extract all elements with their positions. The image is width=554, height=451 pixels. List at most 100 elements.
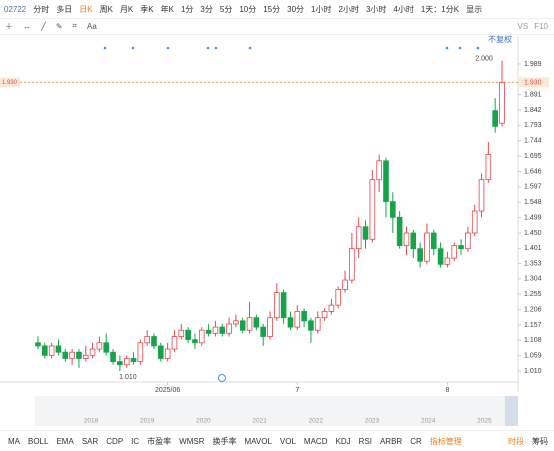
period-tab[interactable]: 30分 (287, 4, 305, 14)
period-tab[interactable]: 季K (140, 4, 154, 14)
period-tab[interactable]: 1小时 (311, 4, 332, 14)
event-markers (103, 46, 480, 50)
indicator-tab[interactable]: BOLL (28, 436, 49, 446)
candle-body (424, 232, 430, 262)
candle-body (226, 323, 232, 334)
period-tab[interactable]: 15分 (263, 4, 281, 14)
indicator-tab[interactable]: EMA (56, 436, 74, 446)
period-tab[interactable]: 显示 (466, 4, 483, 14)
x-tick-label: 7 (295, 387, 299, 394)
candle-body (287, 317, 294, 328)
y-tick-label: 1.646 (524, 168, 542, 175)
candle-body (437, 248, 444, 265)
indicator-tab[interactable]: VOL (279, 436, 296, 446)
period-tab[interactable]: 周K (99, 4, 113, 14)
period-tab[interactable]: 2小时 (338, 4, 359, 14)
candle-body (328, 304, 335, 312)
f10-button[interactable]: F10 (534, 21, 548, 31)
indicator-tab[interactable]: MAVOL (244, 436, 272, 446)
candle-body (417, 248, 423, 262)
candle-body (335, 289, 342, 306)
period-tab[interactable]: 1分 (180, 4, 194, 14)
y-tick-label: 1.157 (524, 322, 542, 329)
indicator-tool[interactable]: 时段 (508, 436, 524, 446)
candle-body (110, 351, 116, 363)
indicator-tab[interactable]: CDP (106, 436, 124, 446)
candle-body (253, 317, 260, 328)
high-annotation: 2.000 (475, 55, 493, 62)
candle-body (478, 179, 485, 212)
x-tick-label: 8 (445, 387, 449, 394)
y-tick-label: 1.597 (524, 184, 542, 191)
candle-body (301, 311, 307, 322)
candle-body (239, 320, 246, 331)
y-tick-label: 1.891 (524, 92, 542, 99)
candle-body (294, 311, 301, 328)
measure-icon[interactable]: ⌗ (72, 21, 78, 30)
last-price-box (0, 77, 20, 88)
period-tab[interactable]: 月K (119, 4, 134, 14)
period-tab[interactable]: 年K (160, 4, 174, 14)
candle-body (76, 351, 82, 359)
candle-body (48, 345, 55, 356)
indicator-tab[interactable]: SAR (81, 436, 99, 446)
indicator-tab[interactable]: KDJ (335, 436, 351, 446)
y-tick-label: 1.793 (524, 122, 542, 129)
vs-button[interactable]: VS (517, 21, 529, 31)
indicator-tab[interactable]: WMSR (179, 436, 205, 446)
info-icon[interactable] (218, 374, 226, 382)
y-tick-label: 1.695 (524, 153, 542, 160)
candle-body (198, 329, 205, 344)
period-tab[interactable]: 分时 (33, 4, 50, 14)
period-tab[interactable]: 10分 (239, 4, 257, 14)
candle-body (458, 245, 464, 250)
y-tick-label: 1.450 (524, 230, 542, 237)
indicator-tab[interactable]: 换手率 (212, 436, 237, 446)
candle-body (465, 232, 471, 250)
indicator-tab[interactable]: RSI (358, 436, 372, 446)
indicator-tool[interactable]: 指标管理 (429, 436, 462, 446)
y-tick-label: 1.353 (524, 260, 542, 267)
candle-body (342, 279, 348, 290)
last-price-label: 1.930 (2, 80, 18, 86)
navigator-window[interactable] (505, 396, 518, 426)
font-button[interactable]: Aa (87, 21, 97, 31)
navigator[interactable] (35, 396, 518, 426)
candle-body (349, 248, 355, 281)
indicator-tab[interactable]: CR (410, 436, 422, 446)
candle-body (185, 329, 191, 341)
indicator-tab[interactable]: IC (131, 436, 140, 446)
draw-icon[interactable]: ✎ (55, 21, 63, 31)
indicator-tab[interactable]: 市盈率 (147, 436, 172, 446)
candle-body (96, 342, 103, 350)
indicator-tool[interactable]: 筹码 (532, 436, 548, 446)
candle-body (444, 257, 451, 265)
candle-body (499, 82, 505, 124)
period-tab[interactable]: 3分 (200, 4, 213, 14)
candle-body (144, 336, 150, 344)
period-tab[interactable]: 日K (79, 4, 93, 14)
drawing-toolbar: ＋ ↔ ╱ ✎ ⌗ Aa VS F10 (0, 18, 554, 35)
candle-body (89, 348, 96, 356)
adjust-toggle[interactable]: 不复权 (488, 34, 512, 44)
candle-body (55, 345, 62, 353)
period-tab[interactable]: 1天：1分K (420, 4, 460, 14)
candle-body (192, 339, 198, 344)
period-tab[interactable]: 3小时 (365, 4, 387, 14)
navigator-year: 2021 (252, 418, 267, 425)
candle-body (219, 326, 226, 334)
candle-body (246, 317, 253, 331)
line-icon[interactable]: ╱ (41, 21, 46, 31)
period-tab[interactable]: 4小时 (393, 4, 414, 14)
period-tab[interactable]: 多日 (56, 4, 73, 14)
indicator-tab[interactable]: MACD (303, 436, 328, 446)
crosshair-icon[interactable]: ＋ (5, 21, 13, 31)
candle-body (274, 292, 280, 319)
indicator-tab[interactable]: ARBR (379, 436, 403, 446)
indicator-bar: MA BOLL EMA SAR CDP IC 市盈率 WMSR 换手率 MAVOL VOL MACD K… (0, 430, 554, 451)
period-tab[interactable]: 5分 (219, 4, 233, 14)
zoom-icon[interactable]: ↔ (23, 21, 31, 31)
indicator-tab[interactable]: MA (8, 436, 20, 446)
candle-body (178, 329, 185, 337)
candle-body (137, 342, 144, 363)
